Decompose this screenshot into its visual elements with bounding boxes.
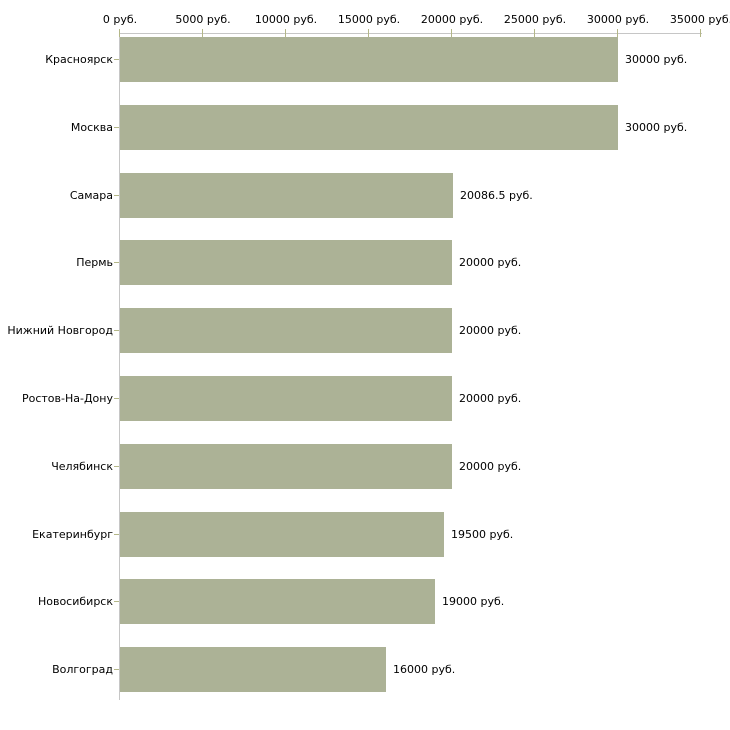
x-tick-label: 10000 руб. bbox=[254, 13, 318, 26]
category-label: Челябинск bbox=[51, 460, 113, 473]
y-tick-mark bbox=[114, 398, 119, 399]
category-label: Волгоград bbox=[52, 663, 113, 676]
value-label: 16000 руб. bbox=[393, 663, 456, 676]
value-label: 30000 руб. bbox=[625, 53, 688, 66]
x-tick-mark bbox=[534, 29, 535, 37]
x-tick-mark bbox=[700, 29, 701, 37]
bar-row: Новосибирск 19000 руб. bbox=[0, 579, 730, 624]
category-label: Нижний Новгород bbox=[7, 324, 113, 337]
bar bbox=[120, 444, 452, 489]
y-tick-mark bbox=[114, 59, 119, 60]
category-label: Красноярск bbox=[45, 53, 113, 66]
bar bbox=[120, 512, 444, 557]
y-tick-mark bbox=[114, 669, 119, 670]
bar-row: Челябинск 20000 руб. bbox=[0, 444, 730, 489]
bar-row: Пермь 20000 руб. bbox=[0, 240, 730, 285]
x-tick-mark bbox=[451, 29, 452, 37]
x-tick-mark bbox=[119, 29, 120, 37]
bar bbox=[120, 173, 453, 218]
y-tick-mark bbox=[114, 466, 119, 467]
bar bbox=[120, 308, 452, 353]
bar bbox=[120, 105, 618, 150]
y-tick-mark bbox=[114, 195, 119, 196]
bar-row: Ростов-На-Дону 20000 руб. bbox=[0, 376, 730, 421]
y-tick-mark bbox=[114, 330, 119, 331]
x-tick-mark bbox=[368, 29, 369, 37]
value-label: 30000 руб. bbox=[625, 121, 688, 134]
x-tick-label: 15000 руб. bbox=[337, 13, 401, 26]
x-tick-mark bbox=[285, 29, 286, 37]
x-tick-label: 25000 руб. bbox=[503, 13, 567, 26]
category-label: Новосибирск bbox=[37, 595, 113, 608]
x-tick-label: 35000 руб. bbox=[669, 13, 730, 26]
bar-row: Москва 30000 руб. bbox=[0, 105, 730, 150]
y-tick-mark bbox=[114, 534, 119, 535]
bar bbox=[120, 647, 386, 692]
y-tick-mark bbox=[114, 127, 119, 128]
value-label: 20086.5 руб. bbox=[460, 189, 533, 202]
value-label: 20000 руб. bbox=[459, 256, 522, 269]
category-label: Ростов-На-Дону bbox=[21, 392, 113, 405]
bar bbox=[120, 579, 435, 624]
y-tick-mark bbox=[114, 262, 119, 263]
bar-row: Екатеринбург 19500 руб. bbox=[0, 512, 730, 557]
x-axis-line bbox=[119, 33, 702, 34]
bar bbox=[120, 37, 618, 82]
value-label: 20000 руб. bbox=[459, 324, 522, 337]
value-label: 20000 руб. bbox=[459, 392, 522, 405]
x-tick-mark bbox=[617, 29, 618, 37]
category-label: Пермь bbox=[76, 256, 113, 269]
x-tick-label: 20000 руб. bbox=[420, 13, 484, 26]
bar-row: Красноярск 30000 руб. bbox=[0, 37, 730, 82]
category-label: Екатеринбург bbox=[32, 528, 113, 541]
x-tick-label: 30000 руб. bbox=[586, 13, 650, 26]
bar-row: Самара 20086.5 руб. bbox=[0, 173, 730, 218]
category-label: Москва bbox=[70, 121, 113, 134]
bar bbox=[120, 240, 452, 285]
x-tick-label: 0 руб. bbox=[102, 13, 138, 26]
value-label: 19500 руб. bbox=[451, 528, 514, 541]
bar-row: Нижний Новгород 20000 руб. bbox=[0, 308, 730, 353]
bar bbox=[120, 376, 452, 421]
value-label: 20000 руб. bbox=[459, 460, 522, 473]
y-axis-line bbox=[119, 33, 120, 700]
y-tick-mark bbox=[114, 601, 119, 602]
x-tick-mark bbox=[202, 29, 203, 37]
category-label: Самара bbox=[69, 189, 113, 202]
bar-row: Волгоград 16000 руб. bbox=[0, 647, 730, 692]
x-tick-label: 5000 руб. bbox=[175, 13, 231, 26]
value-label: 19000 руб. bbox=[442, 595, 505, 608]
